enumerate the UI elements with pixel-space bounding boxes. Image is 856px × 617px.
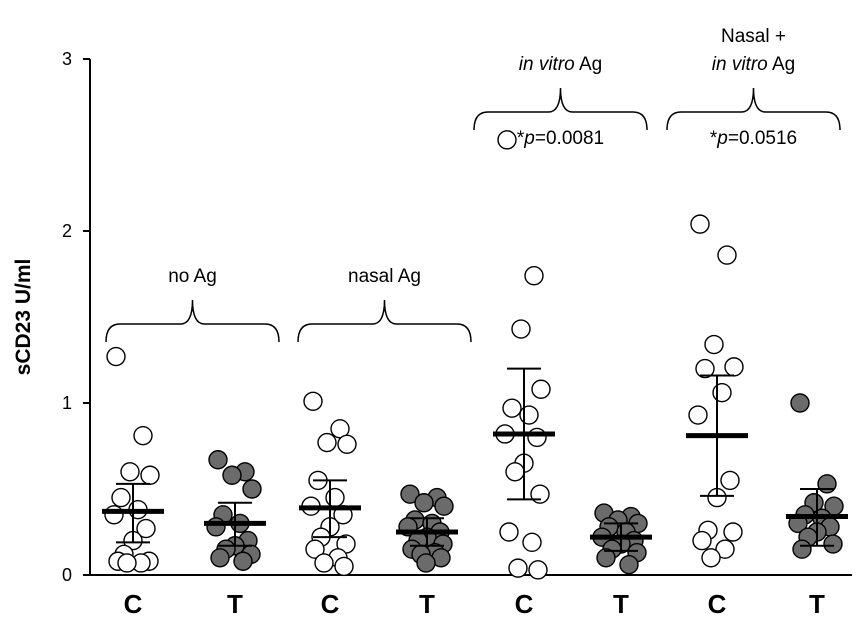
data-point: [120, 462, 140, 482]
group-label-part: in vitro: [519, 54, 575, 75]
data-point: [314, 553, 334, 573]
data-point: [208, 450, 228, 470]
data-point: [508, 558, 528, 578]
group-bracket: [473, 87, 648, 131]
category-label: T: [419, 589, 435, 617]
category-label: C: [708, 589, 727, 617]
data-point: [505, 462, 525, 482]
data-point: [210, 548, 230, 568]
group-bracket: [297, 299, 472, 343]
data-point: [222, 465, 242, 485]
y-tick-label: 0: [62, 565, 72, 585]
data-point: [104, 505, 124, 525]
data-point: [690, 214, 710, 234]
data-point: [242, 479, 262, 499]
significance-label: *p=0.0516: [710, 128, 797, 149]
group-label: in vitro Ag: [712, 54, 795, 75]
data-point: [720, 470, 740, 491]
category-label: C: [124, 589, 143, 617]
group-label: nasal Ag: [348, 266, 421, 287]
data-point: [527, 427, 547, 448]
data-point: [233, 551, 253, 571]
group-label-part: Ag: [575, 54, 602, 75]
data-point: [400, 484, 420, 504]
data-point: [414, 493, 434, 513]
y-tick-label: 1: [62, 393, 72, 413]
data-point: [337, 434, 357, 454]
group-bracket: [666, 87, 841, 131]
data-point: [528, 560, 548, 580]
group-label: no Ag: [168, 266, 217, 287]
data-point: [688, 405, 708, 425]
data-point: [106, 346, 126, 367]
data-point: [305, 539, 325, 559]
data-point: [502, 398, 522, 418]
group-label-line1: Nasal +: [721, 26, 786, 47]
significance-label-part: *: [517, 128, 525, 149]
category-label: T: [809, 589, 825, 617]
group-bracket: [105, 299, 280, 343]
category-label: T: [227, 589, 243, 617]
data-point: [596, 548, 616, 568]
data-point: [416, 553, 436, 573]
data-point: [434, 496, 454, 516]
data-point: [317, 432, 337, 453]
data-point: [497, 130, 517, 150]
data-point: [111, 487, 131, 508]
data-point: [619, 554, 639, 575]
significance-label-part: =0.0516: [728, 128, 797, 149]
data-point: [717, 245, 737, 265]
category-label: C: [321, 589, 340, 617]
data-point: [519, 405, 539, 425]
data-point: [524, 266, 544, 286]
data-point: [117, 553, 137, 573]
data-point: [724, 357, 744, 377]
significance-label-part: p: [523, 128, 535, 149]
data-point: [704, 334, 724, 355]
significance-label: *p=0.0081: [517, 128, 604, 149]
data-point: [817, 474, 837, 494]
data-point: [701, 548, 721, 568]
data-point: [530, 484, 550, 504]
y-tick-label: 2: [62, 221, 72, 241]
significance-label-part: =0.0081: [535, 128, 604, 149]
data-point: [499, 522, 519, 542]
data-point: [723, 522, 743, 542]
group-label-part: Ag: [768, 54, 795, 75]
data-point: [692, 530, 712, 551]
data-point: [334, 556, 354, 577]
data-point: [133, 425, 153, 446]
data-point: [522, 532, 542, 553]
data-point: [792, 539, 812, 559]
data-point: [695, 358, 715, 379]
data-point: [823, 534, 843, 554]
data-point: [712, 382, 732, 403]
significance-label-part: *: [710, 128, 718, 149]
data-point: [790, 393, 810, 413]
group-label: in vitro Ag: [519, 54, 602, 75]
y-tick-label: 3: [62, 49, 72, 69]
data-point: [303, 391, 323, 411]
category-label: C: [515, 589, 534, 617]
data-point: [715, 539, 735, 559]
group-label-part: in vitro: [712, 54, 768, 75]
data-point: [325, 487, 345, 508]
significance-label-part: p: [716, 128, 728, 149]
data-point: [136, 518, 156, 539]
category-label: T: [613, 589, 629, 617]
data-point: [206, 517, 226, 537]
y-axis-label: sCD23 U/ml: [12, 259, 35, 376]
data-point: [531, 379, 551, 399]
data-point: [511, 319, 531, 339]
data-point: [140, 465, 160, 485]
